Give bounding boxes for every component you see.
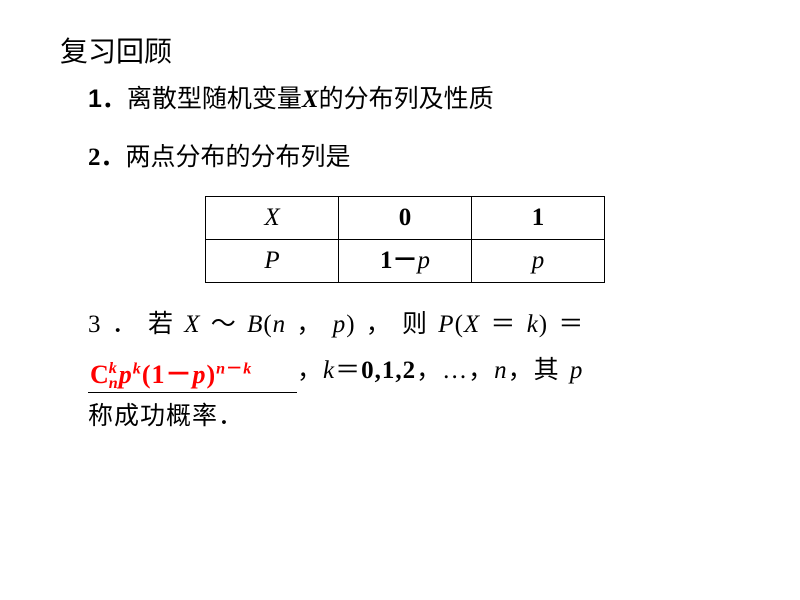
f-pv: p [192,360,206,389]
p3-close2: ) [539,311,548,338]
p3-n: n [273,311,287,338]
p3-B: B [247,311,263,338]
f-p-exp: k [133,360,142,377]
f-p: p [119,360,133,389]
two-point-distribution-table: X 0 1 P 1－p p [205,196,605,283]
p3-open: ( [263,311,272,338]
f-C: C [90,360,110,389]
p3-seg2: ， 则 [356,311,439,338]
p1-prefix: 离散型随机变量 [127,85,302,113]
review-title: 复习回顾 [60,30,750,75]
p3-row3: 称成功概率． [88,403,244,430]
f-C-supsub: kn [109,361,119,392]
p3-row2-tail: ，k＝0,1,2，…，n，其 p [297,357,583,384]
f-exp-nk: n－k [216,360,252,377]
p3-p: p [333,311,347,338]
cell-p: p [472,239,605,282]
f-open: (1－ [142,360,193,389]
blank-underline: Cknpk(1－p)n－k [88,360,297,393]
p2-num: 2． [88,144,126,171]
p3-row2: Cknpk(1－p)n－k ，k＝0,1,2，…，n，其 p [88,351,750,391]
p3-eq: ＝ [480,311,527,338]
binomial-formula: Cknpk(1－p)n－k [90,360,252,389]
cell-0: 0 [339,196,472,239]
distribution-table-wrap: X 0 1 P 1－p p [60,196,750,283]
p1-suffix: 的分布列及性质 [319,85,494,113]
cell-1: 1 [472,196,605,239]
p3-X: X [184,311,200,338]
p3-open2: ( [455,311,464,338]
p3-tilde: ～ [201,311,248,338]
p3-seg1: 3 ． 若 [88,311,184,338]
p3-P: P [438,311,454,338]
p3-eq2: ＝ [548,311,584,338]
p1-var-X: X [302,86,319,113]
f-close: ) [206,360,216,389]
p3-k: k [527,311,539,338]
point-2: 2．两点分布的分布列是 [88,138,750,178]
p2-text: 两点分布的分布列是 [126,144,351,171]
cell-X: X [206,196,339,239]
cell-1mp: 1－p [339,239,472,282]
point-1: 1．离散型随机变量X的分布列及性质 [88,79,750,120]
p3-row1: 3 ． 若 X ～ B(n ， p) ， 则 P(X ＝ k) ＝ [88,305,750,345]
p3-close: ) [346,311,355,338]
cell-P: P [206,239,339,282]
point-3: 3 ． 若 X ～ B(n ， p) ， 则 P(X ＝ k) ＝ Cknpk(… [88,305,750,437]
slide-page: 复习回顾 1．离散型随机变量X的分布列及性质 2．两点分布的分布列是 X 0 1… [0,0,800,465]
p1-num: 1． [88,85,127,113]
p3-X2: X [464,311,480,338]
p3-comma: ， [286,311,333,338]
